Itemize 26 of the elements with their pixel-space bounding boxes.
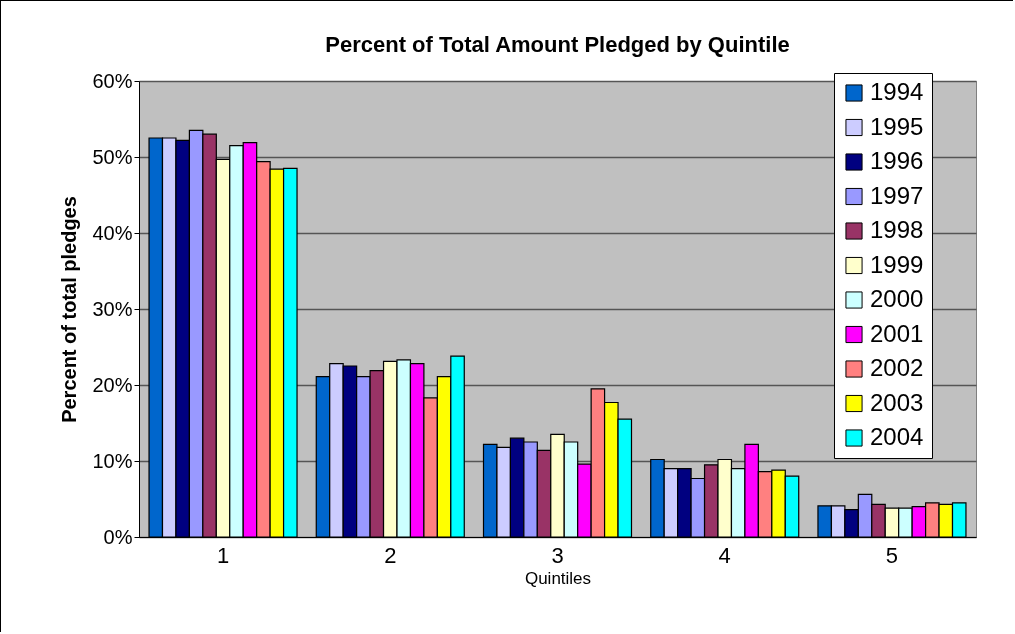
legend-label: 1998 bbox=[870, 216, 924, 243]
x-tick-label: 1 bbox=[216, 542, 230, 568]
x-tick-label: 4 bbox=[718, 542, 731, 568]
legend-label: 2000 bbox=[870, 285, 924, 312]
x-axis-title: Quintiles bbox=[524, 568, 592, 588]
legend-label: 2001 bbox=[870, 319, 924, 347]
legend-label: 2004 bbox=[870, 423, 924, 450]
y-tick-label: 10% bbox=[92, 449, 133, 472]
x-tick-label: 5 bbox=[885, 542, 899, 568]
legend-label: 1995 bbox=[870, 112, 924, 140]
legend-label: 2002 bbox=[870, 354, 924, 381]
legend-label: 1999 bbox=[870, 250, 924, 278]
legend-label: 1997 bbox=[870, 181, 924, 209]
y-tick-label: 20% bbox=[92, 373, 133, 396]
y-tick-label: 30% bbox=[92, 297, 133, 320]
y-axis-title: Percent of total pledges bbox=[58, 196, 81, 423]
legend-label: 1996 bbox=[870, 147, 924, 174]
chart-title: Percent of Total Amount Pledged by Quintile bbox=[325, 32, 790, 57]
y-tick-label: 0% bbox=[103, 525, 133, 548]
y-tick-label: 40% bbox=[92, 221, 133, 244]
x-tick-label: 2 bbox=[384, 542, 397, 568]
legend-label: 2003 bbox=[870, 388, 924, 416]
legend-label: 1994 bbox=[870, 78, 924, 105]
y-tick-label: 60% bbox=[92, 69, 133, 92]
y-tick-label: 50% bbox=[92, 145, 133, 168]
x-tick-label: 3 bbox=[551, 542, 564, 568]
